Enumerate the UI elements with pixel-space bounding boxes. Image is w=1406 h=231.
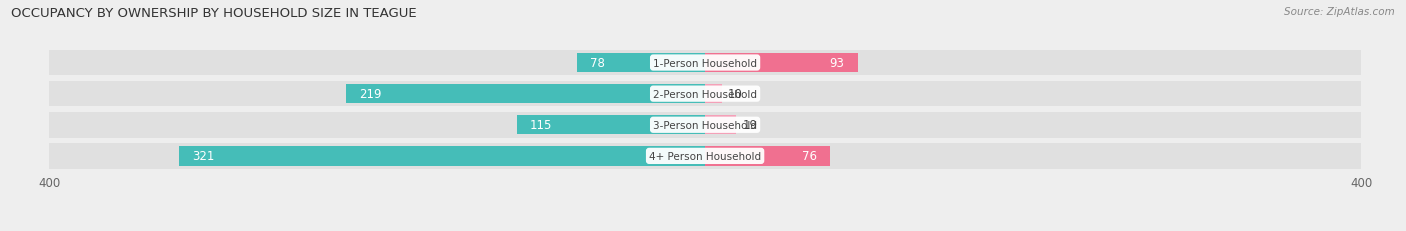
- Text: 3-Person Household: 3-Person Household: [654, 120, 756, 130]
- Bar: [706, 116, 737, 135]
- Bar: [706, 51, 1361, 76]
- Bar: [706, 82, 1361, 107]
- Bar: [516, 116, 706, 135]
- Text: Source: ZipAtlas.com: Source: ZipAtlas.com: [1284, 7, 1395, 17]
- Text: 2-Person Household: 2-Person Household: [654, 89, 756, 99]
- Bar: [49, 143, 706, 169]
- Text: 10: 10: [728, 88, 742, 101]
- Bar: [346, 85, 706, 104]
- Bar: [578, 54, 706, 73]
- Text: 219: 219: [359, 88, 381, 101]
- Bar: [49, 82, 706, 107]
- Bar: [706, 147, 830, 166]
- Text: OCCUPANCY BY OWNERSHIP BY HOUSEHOLD SIZE IN TEAGUE: OCCUPANCY BY OWNERSHIP BY HOUSEHOLD SIZE…: [11, 7, 416, 20]
- Text: 93: 93: [830, 57, 845, 70]
- Text: 76: 76: [801, 150, 817, 163]
- Text: 78: 78: [591, 57, 605, 70]
- Text: 321: 321: [191, 150, 214, 163]
- Text: 19: 19: [742, 119, 758, 132]
- Bar: [49, 51, 706, 76]
- Bar: [706, 143, 1361, 169]
- Bar: [179, 147, 706, 166]
- Text: 115: 115: [530, 119, 553, 132]
- Text: 1-Person Household: 1-Person Household: [654, 58, 756, 68]
- Bar: [49, 112, 706, 138]
- Bar: [706, 112, 1361, 138]
- Bar: [706, 85, 721, 104]
- Text: 4+ Person Household: 4+ Person Household: [650, 151, 761, 161]
- Bar: [706, 54, 858, 73]
